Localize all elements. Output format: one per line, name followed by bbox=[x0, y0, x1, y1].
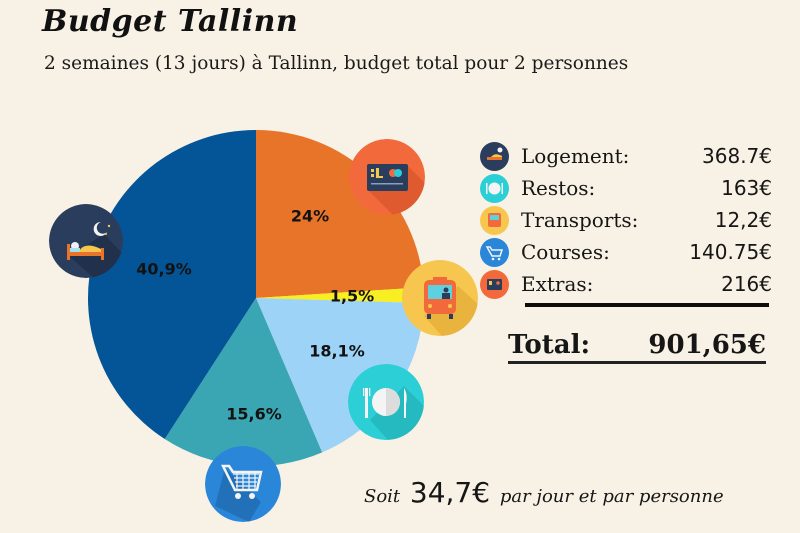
slice-label-restos: 18,1% bbox=[309, 341, 365, 361]
legend-label: Restos: bbox=[521, 176, 596, 200]
legend-value: 368.7€ bbox=[702, 144, 772, 168]
legend-item-transports: Transports: 12,2€ bbox=[480, 204, 772, 236]
legend-value: 163€ bbox=[721, 176, 772, 200]
legend-label: Courses: bbox=[521, 240, 610, 264]
legend-item-extras: Extras: 216€ bbox=[480, 268, 772, 300]
total-row: Total: 901,65€ bbox=[508, 330, 766, 364]
plate-icon bbox=[348, 364, 424, 440]
bus-icon bbox=[480, 205, 509, 235]
legend-label: Extras: bbox=[521, 272, 594, 296]
pie-slice-courses bbox=[164, 298, 323, 466]
page-subtitle: 2 semaines (13 jours) à Tallinn, budget … bbox=[44, 53, 629, 74]
footer-prefix: Soit bbox=[364, 486, 401, 507]
slice-label-courses: 15,6% bbox=[226, 404, 282, 424]
legend-value: 12,2€ bbox=[714, 208, 772, 232]
pie-slice-logement bbox=[88, 130, 257, 440]
footer-amount: 34,7€ bbox=[409, 476, 491, 509]
pie-slice-extras bbox=[256, 130, 424, 298]
legend-item-logement: Logement: 368.7€ bbox=[480, 140, 772, 172]
legend-label: Logement: bbox=[521, 144, 630, 168]
credit-card-icon bbox=[349, 139, 425, 215]
legend-item-courses: Courses: 140.75€ bbox=[480, 236, 772, 268]
per-day-summary: Soit 34,7€ par jour et par personne bbox=[364, 476, 724, 509]
slice-label-transports: 1,5% bbox=[329, 286, 375, 306]
cart-icon bbox=[480, 237, 509, 267]
page-title: Budget Tallinn bbox=[42, 4, 299, 39]
bed-icon bbox=[480, 141, 509, 171]
legend-item-restos: Restos: 163€ bbox=[480, 172, 772, 204]
total-label: Total: bbox=[508, 330, 591, 360]
total-value: 901,65€ bbox=[648, 330, 766, 360]
legend: Logement: 368.7€ Restos: 163€ Transports… bbox=[480, 140, 772, 300]
footer-suffix: par jour et par personne bbox=[499, 486, 724, 507]
cart-icon bbox=[205, 446, 281, 522]
legend-value: 216€ bbox=[721, 272, 772, 296]
credit-card-icon bbox=[480, 269, 509, 299]
bus-icon bbox=[402, 260, 478, 336]
bed-icon bbox=[49, 204, 123, 278]
legend-value: 140.75€ bbox=[689, 240, 772, 264]
plate-icon bbox=[480, 173, 509, 203]
legend-divider bbox=[525, 303, 769, 307]
legend-label: Transports: bbox=[521, 208, 639, 232]
slice-label-logement: 40,9% bbox=[136, 259, 192, 279]
slice-label-extras: 24% bbox=[290, 206, 330, 226]
pie-slice-restos bbox=[256, 298, 424, 453]
pie-slice-transports bbox=[256, 287, 424, 304]
